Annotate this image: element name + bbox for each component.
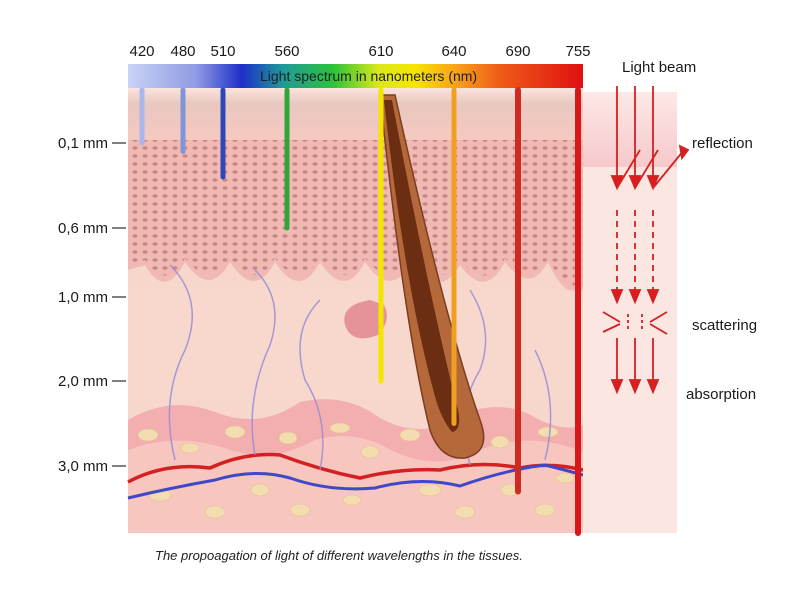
- wavelength-label-610: 610: [368, 43, 393, 60]
- spectrum-bar: [128, 64, 583, 88]
- depth-tick-label: 0,6 mm: [58, 220, 108, 237]
- scattering-label: scattering: [692, 317, 757, 334]
- beam-panel: Light beam reflection: [583, 59, 757, 533]
- wavelength-label-640: 640: [441, 43, 466, 60]
- wavelength-label-420: 420: [129, 43, 154, 60]
- wavelength-label-480: 480: [170, 43, 195, 60]
- depth-tick-label: 0,1 mm: [58, 135, 108, 152]
- wavelength-label-560: 560: [274, 43, 299, 60]
- wavelength-label-510: 510: [210, 43, 235, 60]
- depth-axis: 0,1 mm 0,6 mm 1,0 mm 2,0 mm 3,0 mm: [58, 135, 126, 475]
- spectrum-title: Light spectrum in nanometers (nm): [260, 68, 477, 84]
- tissue-block: [127, 88, 584, 533]
- wavelength-label-690: 690: [505, 43, 530, 60]
- sebaceous-gland: [344, 300, 387, 339]
- depth-tick-label: 2,0 mm: [58, 373, 108, 390]
- capillaries: [168, 264, 552, 471]
- reflection-label: reflection: [692, 135, 753, 152]
- wavelength-label-755: 755: [565, 43, 590, 60]
- depth-tick-label: 1,0 mm: [58, 289, 108, 306]
- absorption-label: absorption: [686, 386, 756, 403]
- figure-caption: The propoagation of light of different w…: [155, 548, 523, 563]
- beam-title: Light beam: [622, 59, 696, 76]
- depth-tick-label: 3,0 mm: [58, 458, 108, 475]
- fat-cells: [137, 422, 575, 519]
- wavelength-group: 420 480 510 560 610 640 690 755: [129, 43, 591, 536]
- vein: [127, 463, 584, 500]
